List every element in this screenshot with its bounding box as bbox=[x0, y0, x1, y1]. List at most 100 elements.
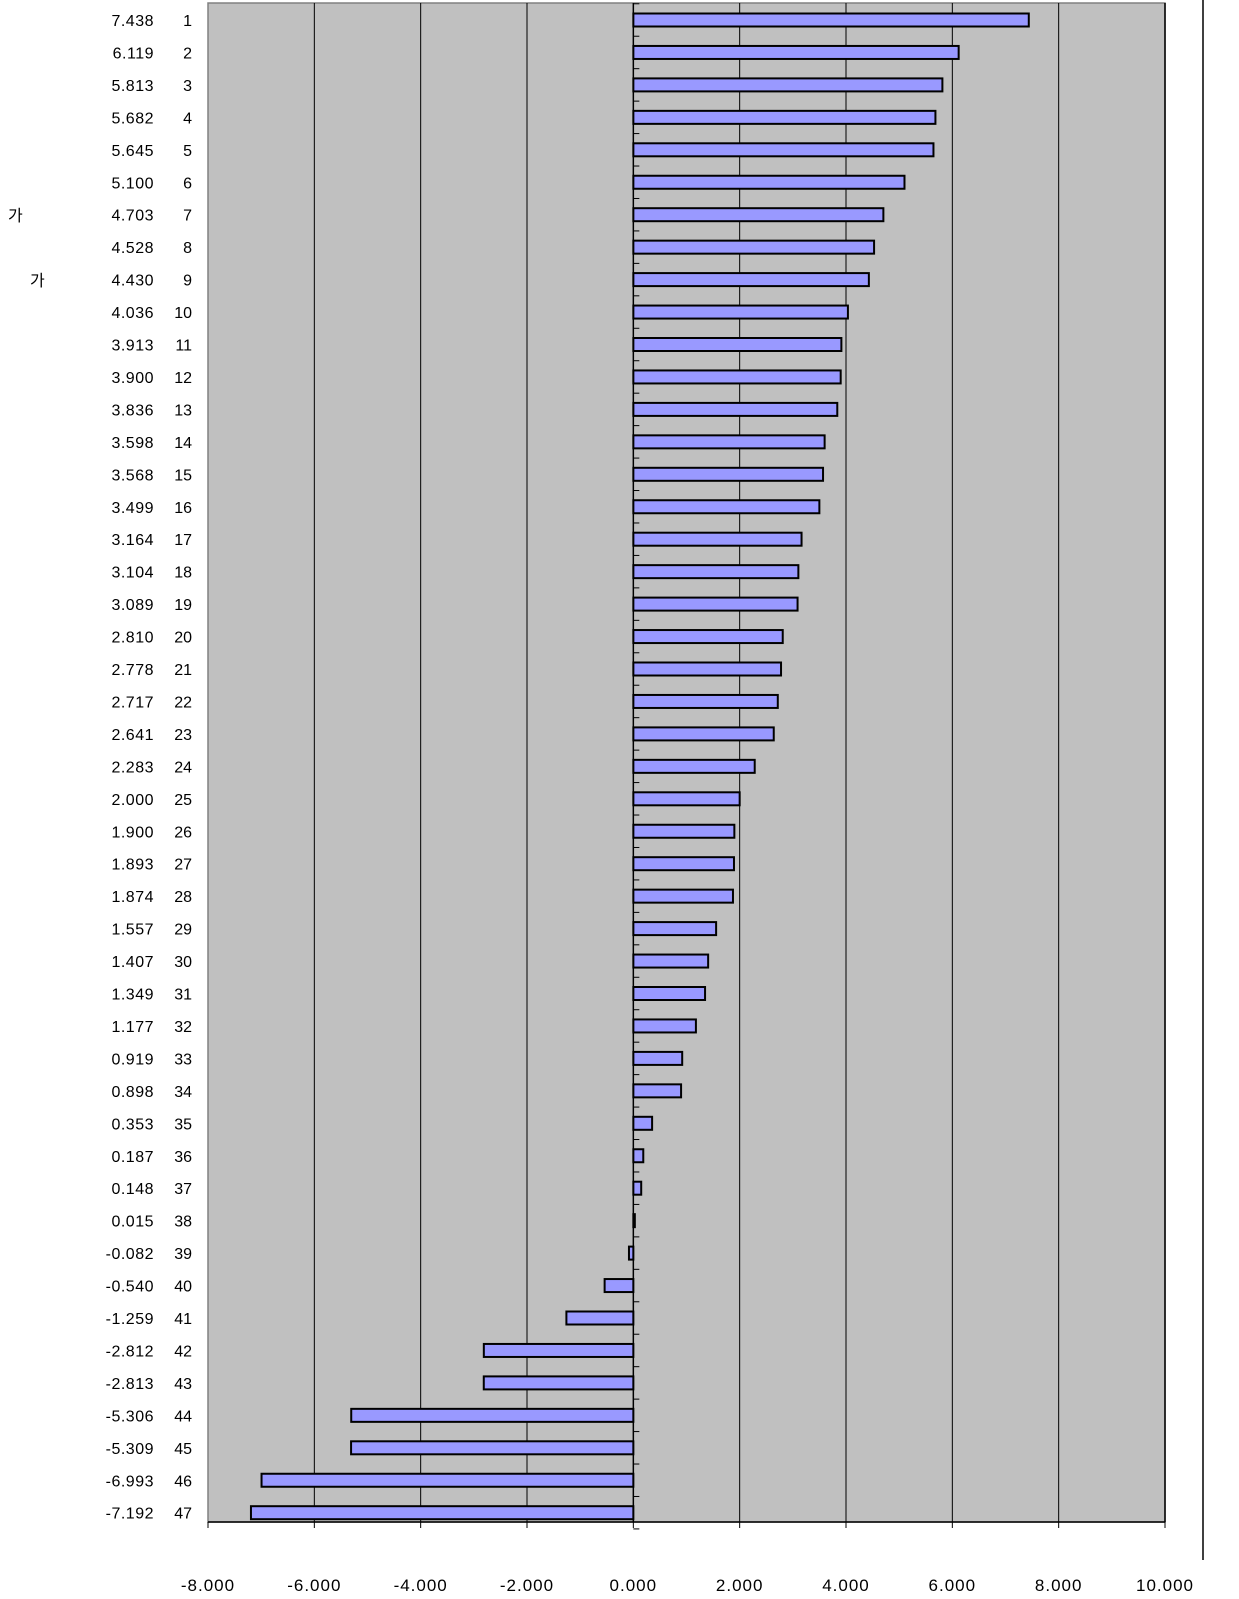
x-tick-label: -6.000 bbox=[287, 1576, 341, 1595]
bar bbox=[350, 1407, 635, 1423]
value-label: -0.082 bbox=[106, 1246, 154, 1263]
category-label: 20 bbox=[174, 630, 192, 647]
category-label: 15 bbox=[174, 467, 192, 484]
bar bbox=[632, 466, 825, 482]
x-tick-label: 2.000 bbox=[716, 1576, 764, 1595]
value-label: 5.682 bbox=[111, 110, 154, 127]
x-tick-label: 10.000 bbox=[1136, 1576, 1194, 1595]
bars bbox=[249, 12, 1030, 1521]
category-label: 43 bbox=[174, 1376, 192, 1393]
bar bbox=[603, 1278, 635, 1294]
value-label: -2.813 bbox=[106, 1376, 154, 1393]
category-label: 11 bbox=[175, 338, 192, 355]
bar bbox=[565, 1310, 635, 1326]
value-label: 2.000 bbox=[111, 792, 154, 809]
bar bbox=[632, 401, 839, 417]
bar bbox=[632, 1115, 654, 1131]
category-label: 42 bbox=[174, 1343, 192, 1360]
category-label: 23 bbox=[174, 727, 192, 744]
bar bbox=[632, 888, 734, 904]
category-label: 8 bbox=[183, 240, 192, 257]
bar bbox=[632, 986, 707, 1001]
bar bbox=[632, 174, 906, 190]
bar bbox=[632, 693, 779, 709]
x-tick-label: -4.000 bbox=[394, 1576, 448, 1595]
value-label: 3.913 bbox=[111, 338, 154, 355]
bar bbox=[632, 142, 935, 158]
value-label: 4.528 bbox=[111, 240, 154, 257]
category-label: 46 bbox=[174, 1473, 192, 1490]
category-label: 41 bbox=[174, 1311, 192, 1328]
bar bbox=[632, 1018, 697, 1034]
side-label-2: 가 bbox=[30, 272, 45, 290]
bar bbox=[632, 109, 937, 125]
value-label: 3.499 bbox=[111, 500, 154, 517]
category-label: 45 bbox=[174, 1441, 192, 1458]
bar bbox=[632, 629, 784, 645]
value-label: 4.036 bbox=[111, 305, 154, 322]
value-label: -2.812 bbox=[106, 1343, 154, 1360]
category-label: 1 bbox=[183, 13, 192, 30]
bar bbox=[632, 661, 783, 677]
category-labels: 7.438 1 6.119 2 5.813 3 5.682 4 5.645 5 5.100 6 4.70… bbox=[106, 13, 192, 1523]
value-label: 2.810 bbox=[111, 630, 154, 647]
category-label: 47 bbox=[174, 1506, 192, 1523]
category-label: 4 bbox=[183, 110, 192, 127]
value-label: 6.119 bbox=[113, 45, 154, 62]
value-label: 0.148 bbox=[111, 1181, 154, 1198]
value-label: 1.893 bbox=[111, 857, 154, 874]
bar bbox=[632, 1180, 643, 1196]
value-label: 1.874 bbox=[111, 889, 154, 906]
bar bbox=[632, 272, 870, 288]
value-label: 0.187 bbox=[111, 1149, 154, 1166]
value-label: 3.164 bbox=[111, 532, 154, 549]
category-label: 6 bbox=[183, 175, 192, 192]
bar bbox=[632, 434, 826, 450]
value-label: 4.703 bbox=[111, 208, 154, 225]
bar bbox=[482, 1375, 635, 1391]
category-label: 2 bbox=[183, 45, 192, 62]
x-tick-label: -8.000 bbox=[181, 1576, 235, 1595]
category-label: 33 bbox=[174, 1051, 192, 1068]
value-label: 1.407 bbox=[111, 954, 154, 971]
value-label: 7.438 bbox=[111, 13, 154, 30]
value-label: 2.717 bbox=[111, 694, 154, 711]
bar bbox=[632, 726, 775, 742]
bar bbox=[350, 1440, 635, 1456]
bar bbox=[632, 239, 876, 255]
category-label: 35 bbox=[174, 1116, 192, 1133]
bar bbox=[632, 596, 799, 612]
value-label: 0.919 bbox=[111, 1051, 154, 1068]
category-label: 17 bbox=[174, 532, 192, 549]
x-tick-label: 0.000 bbox=[610, 1576, 658, 1595]
bar bbox=[632, 77, 944, 93]
value-label: 3.900 bbox=[111, 370, 154, 387]
value-label: 4.430 bbox=[111, 273, 154, 290]
bar bbox=[632, 791, 741, 807]
value-label: -5.309 bbox=[106, 1441, 154, 1458]
category-label: 38 bbox=[174, 1214, 192, 1231]
bar bbox=[249, 1505, 635, 1521]
bar bbox=[632, 758, 756, 774]
value-label: 0.898 bbox=[111, 1084, 154, 1101]
category-label: 34 bbox=[174, 1084, 192, 1101]
value-label: -1.259 bbox=[106, 1311, 154, 1328]
gridlines bbox=[313, 3, 1060, 1522]
category-label: 39 bbox=[174, 1246, 192, 1263]
bar bbox=[632, 1050, 684, 1066]
category-label: 37 bbox=[174, 1181, 192, 1198]
value-label: 5.645 bbox=[111, 143, 154, 160]
value-label: 1.900 bbox=[111, 824, 154, 841]
bar bbox=[632, 369, 842, 385]
category-label: 24 bbox=[174, 759, 192, 776]
x-tick-label: -2.000 bbox=[500, 1576, 554, 1595]
category-label: 14 bbox=[174, 435, 192, 452]
bar bbox=[632, 856, 735, 872]
category-label: 7 bbox=[183, 208, 192, 225]
bar bbox=[482, 1342, 635, 1358]
bar bbox=[632, 1148, 645, 1164]
category-label: 28 bbox=[174, 889, 192, 906]
category-label: 25 bbox=[174, 792, 192, 809]
x-tick-label: 4.000 bbox=[822, 1576, 870, 1595]
